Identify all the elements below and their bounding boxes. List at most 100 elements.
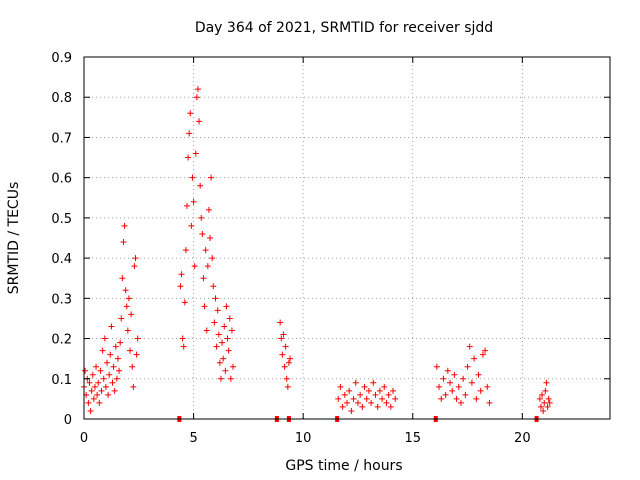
data-point bbox=[178, 271, 185, 278]
data-point bbox=[93, 363, 100, 370]
data-point bbox=[205, 206, 212, 213]
data-point bbox=[131, 263, 138, 270]
y-tick-label: 0.4 bbox=[51, 252, 72, 267]
data-point bbox=[224, 335, 231, 342]
data-point bbox=[202, 247, 209, 254]
data-point bbox=[122, 287, 129, 294]
data-point bbox=[540, 407, 547, 414]
data-point bbox=[108, 323, 115, 330]
data-point bbox=[188, 222, 195, 229]
data-point bbox=[212, 295, 219, 302]
data-point bbox=[179, 335, 186, 342]
data-point bbox=[116, 367, 123, 374]
data-point bbox=[128, 311, 135, 318]
data-point bbox=[193, 94, 200, 101]
data-point bbox=[197, 182, 204, 189]
data-point bbox=[109, 379, 116, 386]
data-point bbox=[453, 395, 460, 402]
data-point bbox=[101, 335, 108, 342]
y-tick-label: 0 bbox=[64, 413, 72, 428]
data-point bbox=[451, 371, 458, 378]
data-point bbox=[110, 363, 117, 370]
data-point bbox=[111, 387, 118, 394]
data-point bbox=[185, 154, 192, 161]
data-point bbox=[209, 255, 216, 262]
data-point bbox=[120, 239, 127, 246]
data-point bbox=[536, 395, 543, 402]
data-point bbox=[287, 355, 294, 362]
data-point bbox=[471, 355, 478, 362]
data-point bbox=[374, 403, 381, 410]
data-point bbox=[201, 303, 208, 310]
data-point bbox=[284, 383, 291, 390]
data-point bbox=[484, 383, 491, 390]
data-point bbox=[285, 359, 292, 366]
data-point bbox=[455, 383, 462, 390]
data-point bbox=[207, 235, 214, 241]
data-point bbox=[542, 387, 549, 394]
data-point bbox=[124, 327, 131, 334]
data-point bbox=[344, 399, 350, 406]
data-point bbox=[545, 395, 552, 402]
data-point bbox=[125, 295, 132, 302]
data-point bbox=[100, 375, 107, 382]
data-point bbox=[477, 387, 484, 394]
data-point bbox=[98, 387, 105, 394]
data-point bbox=[192, 150, 199, 157]
data-point bbox=[278, 335, 285, 342]
data-point bbox=[357, 391, 364, 398]
data-point bbox=[279, 351, 286, 358]
data-point bbox=[442, 391, 449, 398]
data-point bbox=[186, 130, 193, 137]
data-point bbox=[468, 379, 475, 386]
data-point bbox=[121, 222, 128, 229]
data-point bbox=[208, 174, 215, 181]
data-point bbox=[219, 339, 226, 346]
y-tick-label: 0.7 bbox=[51, 131, 72, 146]
data-point bbox=[225, 347, 232, 354]
data-point bbox=[230, 363, 237, 370]
data-point bbox=[438, 395, 445, 402]
data-point bbox=[350, 395, 357, 402]
data-point bbox=[381, 383, 388, 390]
data-point bbox=[220, 355, 227, 362]
data-point bbox=[383, 399, 390, 406]
data-point bbox=[436, 383, 443, 390]
data-point bbox=[117, 339, 124, 346]
data-point bbox=[94, 391, 101, 398]
data-point bbox=[184, 202, 191, 209]
data-point bbox=[99, 347, 106, 354]
y-tick-label: 0.1 bbox=[51, 373, 72, 388]
data-point bbox=[543, 379, 550, 386]
data-point bbox=[199, 230, 206, 237]
data-point bbox=[337, 383, 344, 390]
x-tick-labels: 0 5 10 15 20 bbox=[80, 431, 531, 446]
data-point bbox=[203, 327, 210, 334]
data-point bbox=[87, 407, 94, 414]
data-point bbox=[181, 299, 188, 306]
y-tick-label: 0.9 bbox=[51, 51, 72, 66]
data-point bbox=[95, 379, 102, 386]
data-point bbox=[91, 383, 98, 390]
data-point bbox=[190, 198, 197, 205]
data-point bbox=[86, 379, 93, 386]
data-point bbox=[354, 399, 361, 406]
data-point bbox=[222, 367, 229, 374]
data-point bbox=[368, 399, 375, 406]
x-tick-label: 20 bbox=[514, 431, 531, 446]
data-point bbox=[440, 375, 447, 382]
data-point bbox=[96, 399, 103, 406]
data-point bbox=[363, 395, 370, 402]
data-point bbox=[118, 315, 125, 322]
data-point bbox=[217, 375, 224, 382]
data-point bbox=[228, 327, 235, 334]
data-point bbox=[107, 351, 114, 358]
y-tick-label: 0.3 bbox=[51, 292, 72, 307]
data-point bbox=[335, 395, 342, 402]
data-point bbox=[198, 214, 205, 221]
data-point bbox=[85, 399, 92, 406]
data-point bbox=[177, 283, 184, 290]
data-point bbox=[97, 367, 104, 374]
data-point bbox=[473, 395, 480, 402]
data-point bbox=[223, 303, 230, 310]
